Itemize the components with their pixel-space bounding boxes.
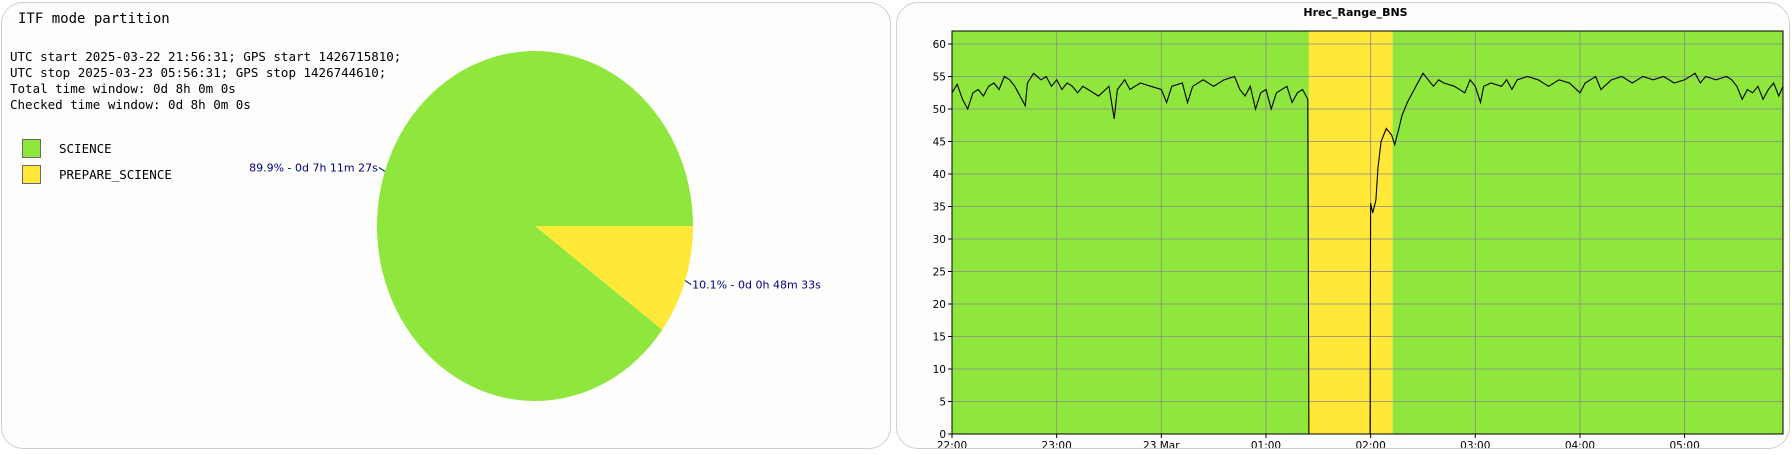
utc-stop-line: UTC stop 2025-03-23 05:56:31; GPS stop 1… [10,65,387,80]
x-tick-label: 23 Mar [1143,440,1180,449]
pie-slice-label: 89.9% - 0d 7h 11m 27s [249,161,378,174]
x-tick-label: 05:00 [1669,440,1699,449]
x-tick-label: 03:00 [1460,440,1490,449]
panel-title: ITF mode partition [18,11,170,27]
y-tick-label: 60 [933,39,946,51]
y-tick-label: 25 [933,267,946,279]
pie-slice-label: 10.1% - 0d 0h 48m 33s [692,279,821,292]
state-band-prepare-science [1308,31,1393,434]
range-chart-panel: Hrec_Range_BNS 0 5 10 15 20 25 30 35 40 45 50 55 60 22… [896,2,1790,449]
y-tick-label: 10 [933,364,946,376]
pie-label-leader [684,280,692,286]
pie-chart: 89.9% - 0d 7h 11m 27s 10.1% - 0d 0h 48m 3… [249,50,821,401]
legend-label-science: SCIENCE [59,141,112,156]
x-tick-label: 22:00 [937,440,967,449]
chart-title: Hrec_Range_BNS [1303,6,1407,19]
y-tick-label: 20 [933,299,946,311]
utc-start-line: UTC start 2025-03-22 21:56:31; GPS start… [10,49,402,64]
x-tick-label: 01:00 [1251,440,1281,449]
checked-window-line: Checked time window: 0d 8h 0m 0s [10,97,251,112]
legend-item-prepare-science: PREPARE_SCIENCE [22,165,172,184]
legend-swatch-prepare-science [22,165,41,184]
y-tick-label: 50 [933,104,946,116]
y-tick-label: 45 [933,137,946,149]
y-tick-label: 0 [939,429,946,441]
pie-slice-prepare-science [535,226,693,330]
y-tick-label: 35 [933,202,946,214]
series-line-1 [1369,72,1784,435]
series-line-0 [951,72,1310,435]
y-tick-label: 5 [939,397,946,409]
x-tick-label: 23:00 [1042,440,1072,449]
total-window-line: Total time window: 0d 8h 0m 0s [10,81,236,96]
legend-item-science: SCIENCE [22,139,112,158]
x-tick-label: 04:00 [1565,440,1595,449]
pie-slice-science [376,50,693,401]
legend-label-prepare-science: PREPARE_SCIENCE [59,167,172,182]
y-tick-label: 15 [933,332,946,344]
plot-frame [951,30,1784,435]
pie-label-leader [378,166,386,172]
state-band-science [952,31,1309,434]
y-tick-label: 40 [933,169,946,181]
y-tick-label: 30 [933,234,946,246]
legend-swatch-science [22,139,41,158]
line-chart: Hrec_Range_BNS 0 5 10 15 20 25 30 35 40 45 50 55 60 22… [933,6,1784,449]
state-band-science [1392,31,1783,434]
mode-partition-panel: ITF mode partition UTC start 2025-03-22 … [1,2,891,449]
y-tick-label: 55 [933,72,946,84]
x-tick-label: 02:00 [1356,440,1386,449]
